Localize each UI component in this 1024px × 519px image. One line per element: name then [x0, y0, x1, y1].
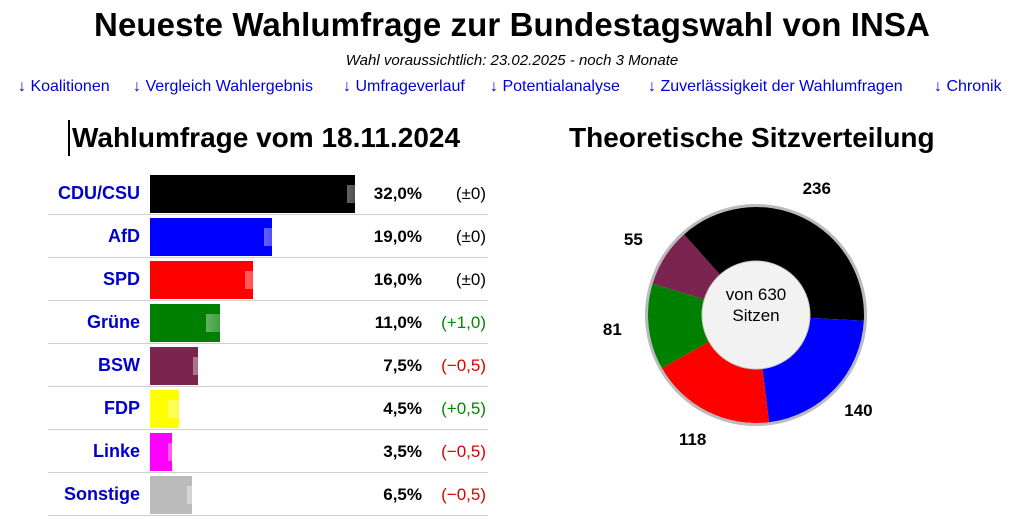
donut-slice [661, 341, 770, 423]
poll-bar-chart: CDU/CSU 32,0% (±0) AfD 19,0% (±0) SPD 16,0% (±0)… [48, 173, 488, 517]
poll-change: (+0,5) [441, 399, 486, 418]
previous-value-marker [186, 486, 207, 504]
party-link[interactable]: Linke [92, 441, 140, 461]
party-link[interactable]: CDU/CSU [57, 183, 140, 203]
poll-percentage: 19,0% [373, 227, 422, 246]
previous-value-marker [244, 271, 265, 289]
poll-row: FDP 4,5% (+0,5) [48, 388, 488, 430]
seat-donut-chart [645, 204, 867, 426]
previous-value-marker [167, 443, 188, 461]
nav-link-zuverlaessigkeit[interactable]: ↓ Zuverlässigkeit der Wahlumfragen [648, 78, 903, 95]
poll-row: Grüne 11,0% (+1,0) [48, 302, 488, 344]
poll-bar [150, 433, 173, 471]
party-link[interactable]: AfD [108, 226, 140, 246]
poll-row: BSW 7,5% (−0,5) [48, 345, 488, 387]
donut-slice [762, 317, 864, 423]
party-link[interactable]: SPD [102, 269, 140, 289]
seat-count-label: 55 [623, 229, 643, 249]
poll-row: SPD 16,0% (±0) [48, 259, 488, 301]
poll-bar [150, 347, 199, 385]
donut-slice [652, 234, 721, 300]
poll-row: Linke 3,5% (−0,5) [48, 431, 488, 473]
nav-link-vergleich[interactable]: ↓ Vergleich Wahlergebnis [133, 78, 313, 95]
previous-value-marker [206, 314, 227, 332]
poll-row: AfD 19,0% (±0) [48, 216, 488, 258]
nav-link-chronik[interactable]: ↓ Chronik [934, 78, 1002, 95]
donut-center-line-1: von 630 [725, 285, 787, 304]
section-nav: ↓ Koalitionen ↓ Vergleich Wahlergebnis ↓… [18, 78, 1018, 100]
poll-bar [150, 218, 272, 256]
previous-value-marker [193, 357, 214, 375]
poll-change: (−0,5) [441, 485, 486, 504]
poll-bar [150, 304, 221, 342]
poll-percentage: 32,0% [373, 184, 422, 203]
donut-center-line-2: Sitzen [732, 306, 780, 325]
donut-center-label: von 630 Sitzen [706, 284, 806, 326]
nav-link-potentialanalyse[interactable]: ↓ Potentialanalyse [490, 78, 620, 95]
donut-slice [648, 283, 709, 369]
poll-percentage: 16,0% [373, 270, 422, 289]
poll-change: (+1,0) [441, 313, 486, 332]
election-date-subtitle: Wahl voraussichtlich: 23.02.2025 - noch … [345, 52, 679, 69]
poll-row: Sonstige 6,5% (−0,5) [48, 474, 488, 516]
poll-bar [150, 175, 355, 213]
poll-change: (−0,5) [441, 442, 486, 461]
previous-value-marker [347, 185, 367, 203]
poll-percentage: 7,5% [383, 356, 422, 375]
nav-link-koalitionen[interactable]: ↓ Koalitionen [18, 78, 110, 95]
poll-percentage: 6,5% [383, 485, 422, 504]
seat-count-label: 140 [844, 400, 873, 420]
poll-bar [150, 261, 253, 299]
seat-distribution-title: Theoretische Sitzverteilung [569, 122, 935, 153]
previous-value-marker [167, 400, 188, 418]
seat-count-label: 236 [802, 178, 831, 198]
poll-change: (−0,5) [441, 356, 486, 375]
poll-bar [150, 476, 192, 514]
poll-percentage: 3,5% [383, 442, 422, 461]
seat-count-label: 81 [602, 320, 622, 340]
party-link[interactable]: Grüne [86, 312, 140, 332]
donut-center-disc [701, 260, 811, 370]
poll-bar [150, 390, 179, 428]
poll-title: Wahlumfrage vom 18.11.2024 [68, 120, 460, 156]
party-link[interactable]: BSW [98, 355, 140, 375]
party-link[interactable]: Sonstige [63, 484, 140, 504]
nav-link-umfrageverlauf[interactable]: ↓ Umfrageverlauf [343, 78, 465, 95]
page-title: Neueste Wahlumfrage zur Bundestagswahl v… [94, 6, 930, 43]
poll-percentage: 4,5% [383, 399, 422, 418]
party-link[interactable]: FDP [104, 398, 140, 418]
poll-row: CDU/CSU 32,0% (±0) [48, 173, 488, 215]
previous-value-marker [263, 228, 284, 246]
poll-change: (±0) [455, 184, 486, 203]
poll-percentage: 11,0% [374, 313, 422, 332]
seat-count-label: 118 [678, 429, 707, 449]
poll-change: (±0) [455, 227, 486, 246]
poll-change: (±0) [455, 270, 486, 289]
donut-outer-ring [645, 204, 867, 426]
